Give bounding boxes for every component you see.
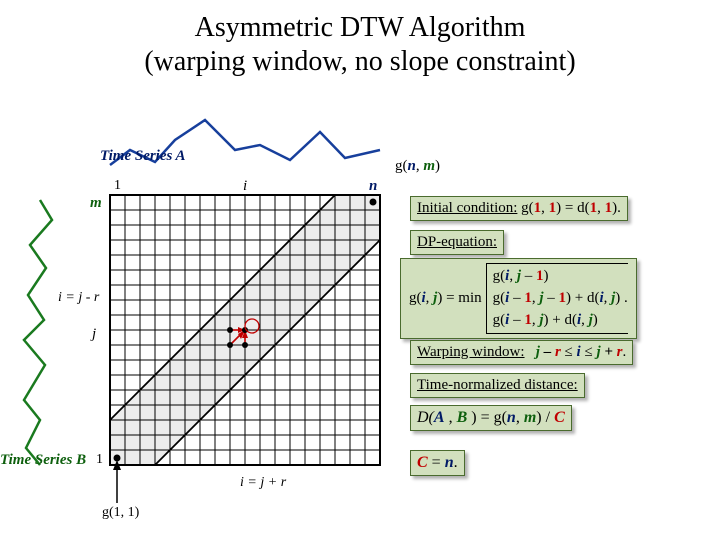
panel-dist-label: Time-normalized distance: (410, 373, 585, 398)
dp-row3: g(i – 1, j) + d(i, j) (493, 310, 628, 332)
panel-initial-condition: Initial condition: g(1, 1) = d(1, 1). (410, 196, 628, 221)
dp-row2: g(i – 1, j – 1) + d(i, j) . (493, 288, 628, 310)
dot-center-up (242, 342, 248, 348)
label-j: j (92, 326, 96, 343)
label-g-nm: g(n, m) (395, 158, 440, 175)
label-g11: g(1, 1) (102, 505, 139, 521)
dot-center-left (227, 342, 233, 348)
label-i-eq-j-minus-r: i = j - r (58, 290, 99, 306)
series-b-line (24, 200, 52, 465)
dot-g11 (114, 455, 121, 462)
dot-gnm (370, 199, 377, 206)
panel-c-eq: C = n. (410, 450, 465, 476)
label-one-top: 1 (114, 178, 121, 194)
panel-warping-window: Warping window: j – r ≤ i ≤ j + r. (410, 340, 633, 365)
label-series-a: Time Series A (100, 148, 186, 165)
label-i-eq-j-plus-r: i = j + r (240, 475, 286, 491)
slide-root: Asymmetric DTW Algorithm (warping window… (0, 0, 720, 540)
panel-dp-equation: g(i, j) = min g(i, j – 1) g(i – 1, j – 1… (400, 258, 637, 339)
panel-dist-eq: D(A , B ) = g(n, m) / C (410, 405, 572, 431)
dot-center-diag (227, 327, 233, 333)
label-i: i (243, 178, 247, 195)
dp-row1: g(i, j – 1) (493, 266, 628, 288)
label-series-b: Time Series B (0, 452, 86, 469)
panel-dp-label: DP-equation: (410, 230, 504, 255)
label-m: m (90, 195, 102, 212)
label-one-bot: 1 (96, 452, 103, 468)
label-n: n (369, 178, 377, 195)
